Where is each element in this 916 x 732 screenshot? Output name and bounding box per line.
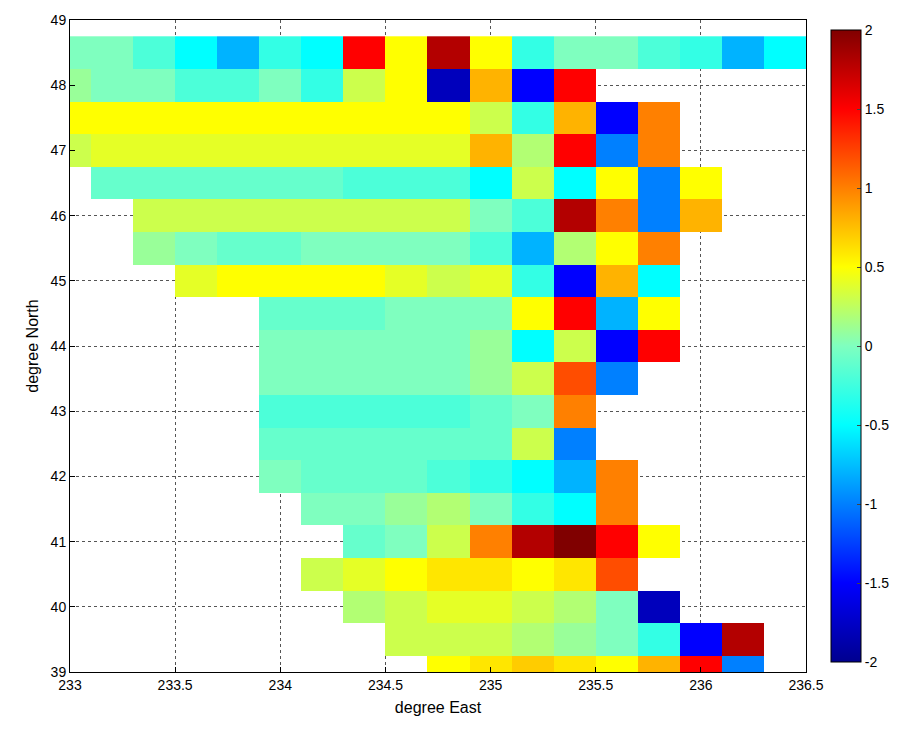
- svg-text:233.5: 233.5: [158, 677, 193, 693]
- svg-text:0: 0: [865, 338, 873, 354]
- svg-text:46: 46: [51, 208, 67, 224]
- svg-text:236.5: 236.5: [788, 677, 823, 693]
- svg-text:-0.5: -0.5: [865, 417, 889, 433]
- svg-text:-2: -2: [865, 654, 878, 670]
- svg-text:1: 1: [865, 180, 873, 196]
- svg-text:41: 41: [51, 534, 67, 550]
- svg-text:degree North: degree North: [24, 299, 41, 392]
- svg-text:-1: -1: [865, 496, 878, 512]
- svg-text:233: 233: [58, 677, 82, 693]
- svg-text:43: 43: [51, 403, 67, 419]
- svg-text:48: 48: [51, 77, 67, 93]
- svg-text:40: 40: [51, 599, 67, 615]
- svg-text:234: 234: [269, 677, 293, 693]
- svg-text:2: 2: [865, 22, 873, 38]
- svg-text:236: 236: [689, 677, 713, 693]
- svg-text:45: 45: [51, 273, 67, 289]
- svg-text:49: 49: [51, 12, 67, 28]
- svg-text:39: 39: [51, 664, 67, 680]
- svg-text:-1.5: -1.5: [865, 575, 889, 591]
- svg-text:degree East: degree East: [395, 699, 482, 716]
- svg-text:235: 235: [479, 677, 503, 693]
- svg-text:1.5: 1.5: [865, 101, 885, 117]
- svg-text:235.5: 235.5: [578, 677, 613, 693]
- svg-text:0.5: 0.5: [865, 259, 885, 275]
- svg-text:47: 47: [51, 142, 67, 158]
- svg-text:234.5: 234.5: [368, 677, 403, 693]
- svg-text:42: 42: [51, 468, 67, 484]
- svg-text:44: 44: [51, 338, 67, 354]
